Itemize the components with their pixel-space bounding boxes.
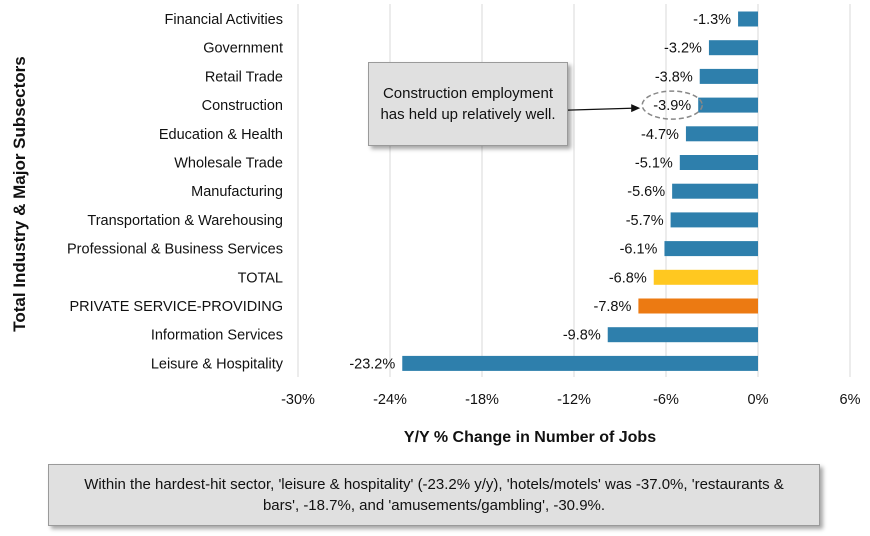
data-label: -6.1%: [620, 242, 658, 258]
data-label: -3.2%: [664, 41, 702, 57]
data-label: -5.6%: [627, 184, 665, 200]
annotation: [567, 90, 703, 120]
data-label: -7.8%: [594, 299, 632, 315]
category-label: Information Services: [151, 328, 283, 344]
construction-callout: Construction employment has held up rela…: [368, 62, 568, 146]
category-label: Education & Health: [159, 127, 283, 143]
callout-arrow: [567, 107, 636, 111]
data-label: -3.9%: [653, 98, 691, 114]
category-label: Construction: [202, 98, 283, 114]
category-labels: Financial Activities Government Retail Tra…: [67, 12, 284, 372]
category-label: Financial Activities: [165, 12, 283, 28]
gridlines: [297, 4, 851, 377]
category-label: Wholesale Trade: [174, 156, 283, 172]
x-tick-label: -6%: [653, 392, 679, 408]
bar: [738, 11, 758, 27]
data-label: -4.7%: [641, 127, 679, 143]
callout-arrowhead: [631, 104, 641, 113]
x-tick-label: -30%: [281, 392, 315, 408]
x-tick-label: 0%: [748, 392, 769, 408]
category-label: Transportation & Warehousing: [87, 213, 283, 229]
x-tick-labels: -30% -24% -18% -12% -6% 0% 6%: [281, 392, 861, 408]
highlight-ellipse: [641, 90, 703, 120]
value-labels: -1.3% -3.2% -3.8% -3.9% -4.7% -5.1% -5.6% -5.7%…: [349, 12, 731, 372]
y-axis-title: Total Industry & Major Subsectors: [10, 56, 29, 332]
bar: [672, 183, 758, 199]
category-label: Government: [203, 41, 283, 57]
data-label: -5.7%: [626, 213, 664, 229]
bar: [607, 327, 758, 343]
category-label: TOTAL: [238, 270, 283, 286]
category-label: Manufacturing: [191, 184, 283, 200]
x-axis-title: Y/Y % Change in Number of Jobs: [404, 429, 656, 446]
bar: [698, 97, 758, 113]
bar: [653, 269, 758, 285]
data-label: -1.3%: [693, 12, 731, 28]
bar: [402, 355, 758, 371]
x-tick-label: -24%: [373, 392, 407, 408]
data-label: -9.8%: [563, 328, 601, 344]
data-label: -6.8%: [609, 270, 647, 286]
bar: [664, 241, 758, 257]
x-tick-label: -12%: [557, 392, 591, 408]
bar: [708, 40, 758, 56]
category-label: Professional & Business Services: [67, 242, 283, 258]
data-label: -23.2%: [349, 356, 395, 372]
footnote-box: Within the hardest-hit sector, 'leisure …: [48, 464, 820, 526]
category-label: PRIVATE SERVICE-PROVIDING: [69, 299, 283, 315]
bars: [402, 11, 758, 371]
bar: [670, 212, 758, 228]
bar: [638, 298, 758, 314]
category-label: Retail Trade: [205, 69, 283, 85]
category-label: Leisure & Hospitality: [151, 356, 284, 372]
bar: [685, 126, 758, 142]
data-label: -3.8%: [655, 69, 693, 85]
bar: [699, 68, 758, 84]
bar: [679, 155, 758, 170]
data-label: -5.1%: [635, 156, 673, 172]
x-tick-label: 6%: [840, 392, 861, 408]
x-tick-label: -18%: [465, 392, 499, 408]
